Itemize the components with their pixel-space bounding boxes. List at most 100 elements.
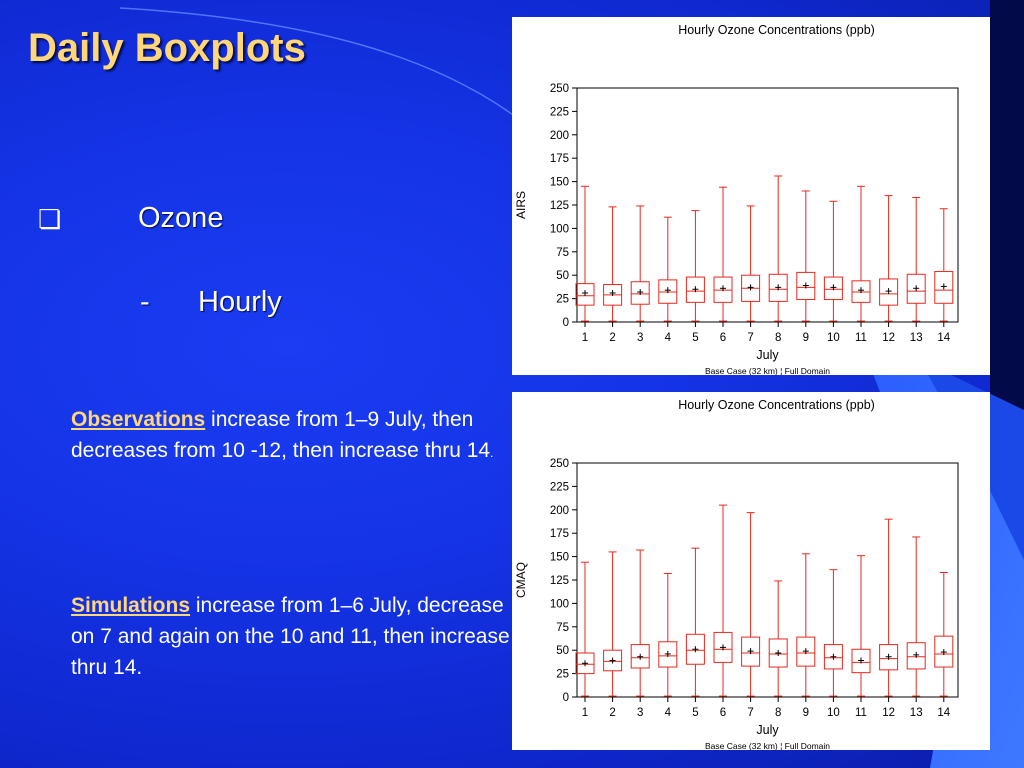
x-tick-label: 10: [827, 707, 840, 719]
iqr-box: [934, 270, 954, 304]
x-tick-label: 14: [937, 707, 950, 719]
simulations-note: Simulations increase from 1–6 July, decr…: [71, 590, 511, 683]
y-tick-label: 50: [556, 645, 569, 657]
y-tick-label: 0: [563, 692, 569, 704]
x-tick-label: 6: [720, 332, 726, 344]
y-tick-label: 175: [550, 528, 569, 540]
simulations-text: increase from 1–6 July, decrease on 7 an…: [71, 594, 510, 679]
y-tick-label: 225: [550, 481, 569, 493]
observations-trailing: .: [490, 446, 494, 460]
iqr-box: [796, 636, 816, 667]
x-tick-label: 3: [637, 332, 643, 344]
observations-keyword: Observations: [71, 408, 206, 431]
sub-bullet-hourly: Hourly: [198, 286, 282, 318]
airs-boxplot-panel: Hourly Ozone Concentrations (ppb) 0 25 50 75…: [512, 17, 990, 375]
iqr-box: [713, 631, 733, 663]
plot-frame: [576, 87, 959, 323]
x-tick-label: 12: [882, 332, 895, 344]
iqr-box: [741, 636, 761, 667]
y-tick-label: 250: [550, 458, 569, 470]
y-tick-label: 125: [550, 575, 569, 587]
iqr-box: [823, 644, 843, 670]
y-axis-label: CMAQ: [514, 562, 528, 598]
observations-note: Observations increase from 1–9 July, the…: [71, 404, 511, 469]
iqr-box: [685, 633, 705, 665]
y-tick-label: 100: [550, 223, 569, 235]
x-axis-label: July: [756, 348, 779, 362]
iqr-box: [796, 271, 816, 301]
x-tick-label: 1: [582, 707, 588, 719]
x-tick-label: 9: [803, 707, 809, 719]
y-tick-label: 125: [550, 200, 569, 212]
x-tick-label: 3: [637, 707, 643, 719]
iqr-box: [658, 641, 678, 668]
chart-title: Hourly Ozone Concentrations (ppb): [678, 398, 875, 412]
x-tick-label: 7: [747, 332, 753, 344]
hollow-square-bullet-icon: ❏: [38, 204, 62, 234]
x-tick-label: 11: [855, 707, 867, 719]
iqr-box: [768, 638, 788, 668]
y-tick-label: 225: [550, 106, 569, 118]
x-tick-label: 14: [937, 332, 950, 344]
iqr-box: [879, 278, 899, 306]
y-tick-label: 175: [550, 153, 569, 165]
swoosh-line: [119, 7, 521, 121]
y-tick-label: 150: [550, 552, 569, 564]
x-tick-label: 12: [882, 707, 895, 719]
x-tick-label: 8: [775, 332, 781, 344]
iqr-box: [768, 273, 788, 302]
cmaq-boxplot-panel: Hourly Ozone Concentrations (ppb) 0 25 50 75…: [512, 392, 990, 750]
y-tick-label: 25: [556, 669, 569, 681]
y-tick-label: 200: [550, 505, 569, 517]
sub-bullet-dash: -: [140, 286, 150, 318]
y-axis-label: AIRS: [514, 191, 528, 219]
airs-boxplot-chart: Hourly Ozone Concentrations (ppb)0255075…: [514, 23, 959, 375]
y-tick-label: 200: [550, 130, 569, 142]
plot-frame: [576, 462, 959, 698]
iqr-box: [575, 283, 595, 306]
slide-title: Daily Boxplots: [28, 26, 306, 70]
y-tick-label: 75: [556, 622, 569, 634]
x-tick-label: 1: [582, 332, 588, 344]
iqr-box: [603, 649, 623, 672]
iqr-box: [630, 281, 650, 305]
iqr-box: [906, 642, 926, 670]
y-tick-label: 150: [550, 177, 569, 189]
y-tick-label: 25: [556, 294, 569, 306]
x-tick-label: 11: [855, 332, 867, 344]
chart-footnote: Base Case (32 km) ¦ Full Domain: [705, 741, 830, 750]
x-tick-label: 5: [692, 332, 698, 344]
x-tick-label: 13: [910, 332, 923, 344]
iqr-box: [851, 648, 871, 674]
x-tick-label: 5: [692, 707, 698, 719]
iqr-box: [685, 276, 705, 303]
y-tick-label: 0: [563, 317, 569, 329]
x-tick-label: 2: [609, 332, 615, 344]
x-tick-label: 9: [803, 332, 809, 344]
y-tick-label: 250: [550, 83, 569, 95]
x-tick-label: 7: [747, 707, 753, 719]
observations-text: increase from 1–9 July, then decreases f…: [71, 408, 491, 462]
iqr-box: [879, 644, 899, 671]
x-axis-label: July: [756, 723, 779, 737]
y-tick-label: 75: [556, 247, 569, 259]
x-tick-label: 2: [609, 707, 615, 719]
y-tick-label: 50: [556, 270, 569, 282]
simulations-keyword: Simulations: [71, 594, 191, 617]
x-tick-label: 4: [665, 707, 672, 719]
diagonal-band-dark: [920, 360, 1024, 560]
x-tick-label: 10: [827, 332, 840, 344]
cmaq-boxplot-chart: Hourly Ozone Concentrations (ppb)0255075…: [514, 398, 959, 750]
x-tick-label: 8: [775, 707, 781, 719]
x-tick-label: 6: [720, 707, 726, 719]
chart-footnote: Base Case (32 km) ¦ Full Domain: [705, 366, 830, 375]
bullet-ozone: Ozone: [138, 202, 224, 234]
iqr-box: [934, 635, 954, 668]
iqr-box: [823, 276, 843, 301]
iqr-box: [630, 644, 650, 669]
iqr-box: [575, 652, 595, 675]
x-tick-label: 13: [910, 707, 923, 719]
iqr-box: [906, 273, 926, 304]
chart-title: Hourly Ozone Concentrations (ppb): [678, 23, 875, 37]
x-tick-label: 4: [665, 332, 672, 344]
